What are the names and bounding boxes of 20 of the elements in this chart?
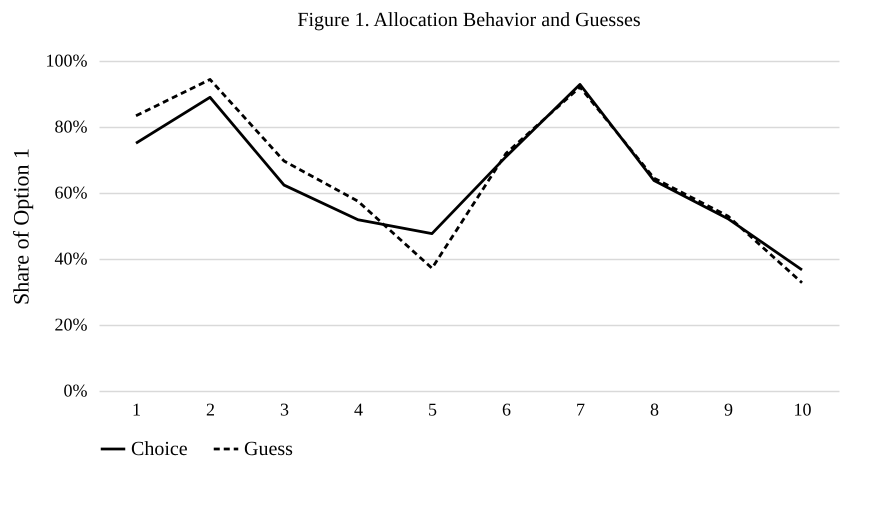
chart-title: Figure 1. Allocation Behavior and Guesses [297,9,641,31]
y-tick-label: 100% [46,50,88,70]
x-tick-label: 6 [502,400,511,420]
legend-label: Guess [244,438,294,460]
x-tick-label: 3 [280,400,289,420]
y-tick-label: 20% [54,314,88,334]
y-tick-label: 40% [54,248,88,268]
x-tick-label: 7 [576,400,585,420]
y-tick-label: 60% [54,182,88,202]
x-tick-label: 10 [794,400,812,420]
legend-label: Choice [131,438,188,460]
x-tick-label: 9 [724,400,733,420]
y-axis-title: Share of Option 1 [8,148,34,306]
x-tick-label: 8 [650,400,659,420]
y-tick-label: 0% [64,380,88,400]
x-tick-label: 4 [354,400,363,420]
x-tick-label: 5 [428,400,437,420]
x-tick-label: 1 [132,400,141,420]
y-tick-label: 80% [54,116,88,136]
x-tick-label: 2 [206,400,215,420]
